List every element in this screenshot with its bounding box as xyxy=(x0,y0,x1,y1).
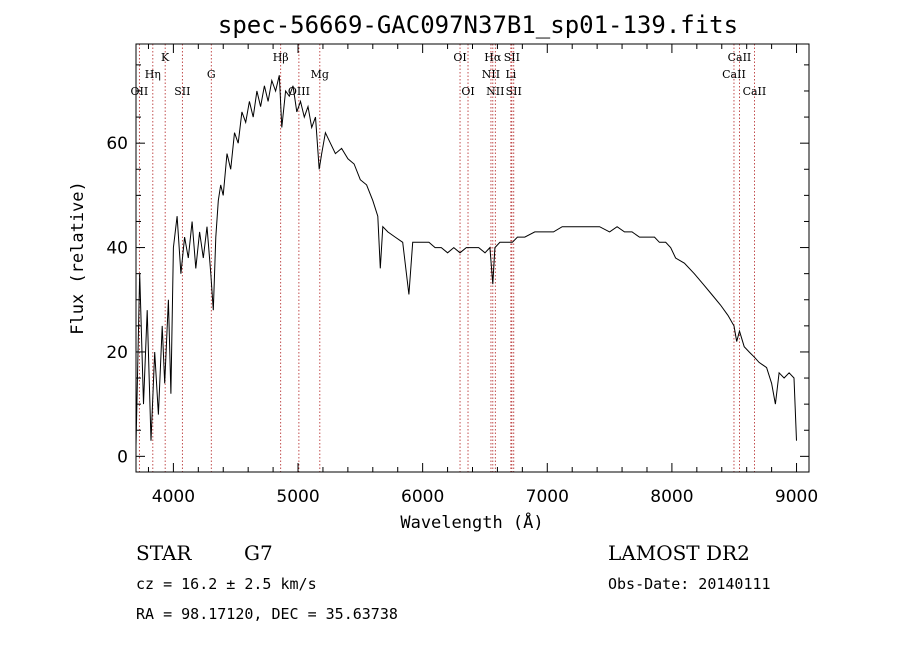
line-label: G xyxy=(207,68,216,81)
line-label: NII xyxy=(486,85,504,98)
x-tick-label: 5000 xyxy=(276,487,319,507)
observation-date: Obs-Date: 20140111 xyxy=(608,575,771,593)
x-tick-label: 7000 xyxy=(526,487,569,507)
line-label: CaII xyxy=(743,85,767,98)
spectral-line-labels: OIIHηKSIIGHβOIIIMgOIOINIIHαNIILiSIISIICa… xyxy=(131,51,767,98)
line-label: SII xyxy=(504,51,520,64)
line-label: SII xyxy=(506,85,522,98)
x-tick-label: 8000 xyxy=(650,487,693,507)
redshift-value: cz = 16.2 ± 2.5 km/s xyxy=(136,575,317,593)
line-label: OI xyxy=(461,85,474,98)
y-tick-label: 40 xyxy=(106,239,128,259)
line-label: OI xyxy=(453,51,466,64)
object-subclass: G7 xyxy=(244,541,273,565)
line-label: NII xyxy=(482,68,500,81)
line-label: CaII xyxy=(728,51,752,64)
chart-title: spec-56669-GAC097N37B1_sp01-139.fits xyxy=(218,11,738,39)
object-type: STAR xyxy=(136,541,192,565)
y-axis-label: Flux (relative) xyxy=(68,181,88,335)
sky-coordinates: RA = 98.17120, DEC = 35.63738 xyxy=(136,605,398,623)
line-label: Hβ xyxy=(273,51,289,64)
line-label: SII xyxy=(174,85,190,98)
line-label: Mg xyxy=(311,68,329,81)
line-label: Hη xyxy=(145,68,161,81)
plot-frame xyxy=(135,43,810,473)
survey-name: LAMOST DR2 xyxy=(608,541,750,565)
y-tick-label: 60 xyxy=(106,134,128,154)
x-axis-ticks: 4000 5000 6000 7000 8000 9000 xyxy=(147,44,818,507)
y-tick-label: 0 xyxy=(117,447,128,467)
x-axis-label: Wavelength (Å) xyxy=(400,511,543,533)
line-label: OII xyxy=(131,85,149,98)
line-label: Li xyxy=(505,68,516,81)
x-tick-label: 4000 xyxy=(152,487,195,507)
spectrum-series xyxy=(135,75,797,446)
spectral-line-markers xyxy=(138,44,755,472)
y-tick-label: 20 xyxy=(106,343,128,363)
line-label: Hα xyxy=(484,51,502,64)
line-label: CaII xyxy=(722,68,746,81)
x-tick-label: 9000 xyxy=(775,487,818,507)
x-tick-label: 6000 xyxy=(401,487,444,507)
y-axis-ticks: 0 20 40 60 xyxy=(106,64,809,467)
line-label: K xyxy=(161,51,170,64)
